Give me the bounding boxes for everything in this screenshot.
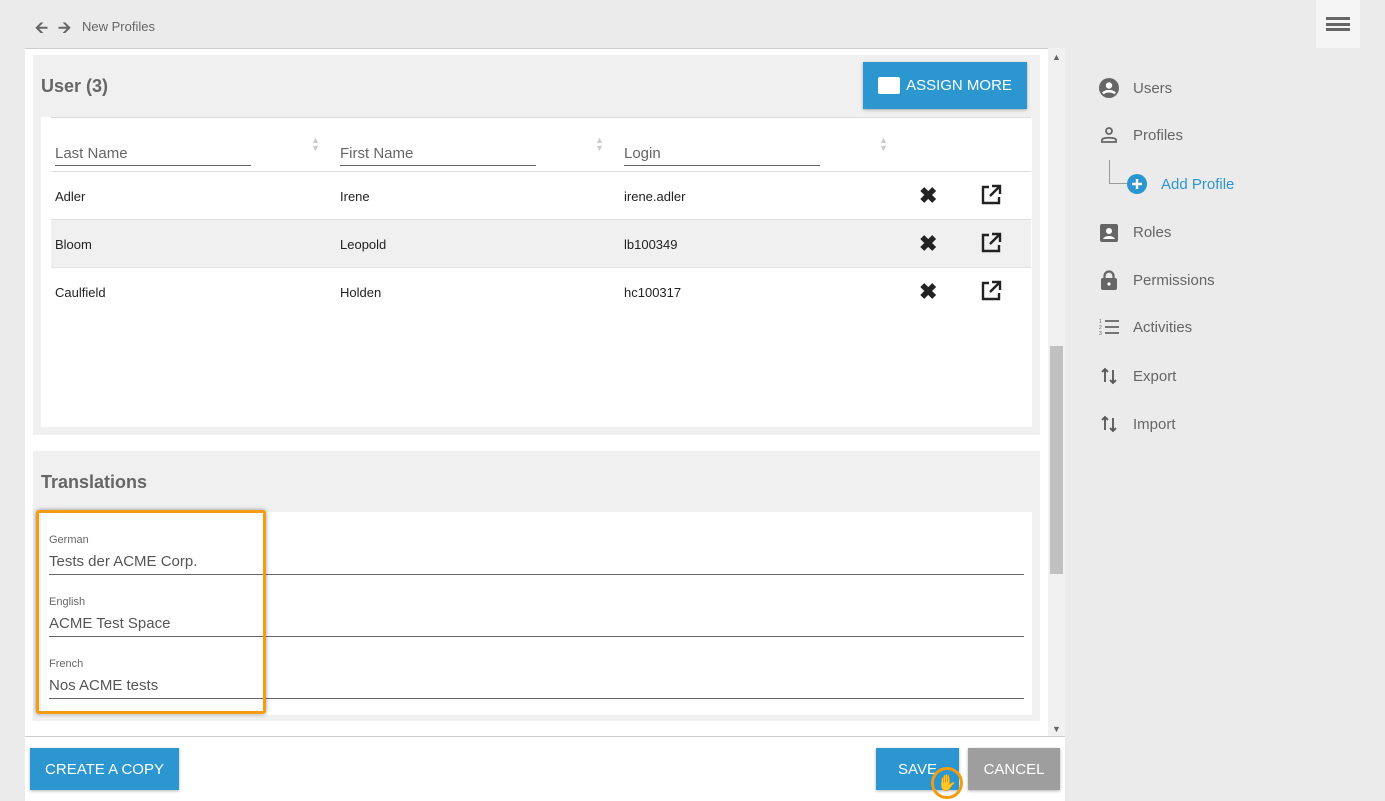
arrow-left-icon[interactable]: 🡨 [35, 20, 48, 37]
sidebar-item-import[interactable]: Import [1098, 414, 1176, 434]
badge-icon [1098, 222, 1120, 242]
german-input[interactable]: Tests der ACME Corp. [49, 553, 1024, 575]
sort-icon[interactable]: ▲ ▼ [595, 135, 604, 153]
translations-title: Translations [41, 472, 148, 492]
scrollbar-thumb[interactable] [1050, 346, 1063, 574]
user-circle-icon [1098, 78, 1120, 98]
users-title: User (3) [41, 76, 109, 96]
swap-vertical-icon [1098, 414, 1120, 434]
table-row: Adler Irene irene.adler ✖ [51, 172, 1031, 220]
tree-connector [1109, 160, 1127, 184]
folder-icon [878, 77, 901, 94]
assign-more-button[interactable]: ASSIGN MORE [863, 62, 1027, 109]
sidebar-item-add-profile[interactable]: Add Profile [1127, 174, 1234, 194]
sidebar-item-profiles[interactable]: Profiles [1098, 126, 1183, 144]
german-label: German [49, 534, 89, 546]
table-row: Caulfield Holden hc100317 ✖ [51, 268, 1031, 316]
swap-vertical-icon [1098, 366, 1120, 386]
table-row: Bloom Leopold lb100349 ✖ [51, 220, 1031, 268]
sort-icon[interactable]: ▲ ▼ [879, 135, 888, 153]
column-first-name[interactable]: First Name [340, 145, 536, 166]
scroll-up-icon[interactable]: ▲ [1052, 52, 1061, 62]
remove-icon[interactable]: ✖ [919, 183, 938, 208]
column-login[interactable]: Login [624, 145, 820, 166]
cancel-button[interactable]: CANCEL [968, 748, 1060, 790]
translations-form [41, 512, 1032, 715]
french-input[interactable]: Nos ACME tests [49, 677, 1024, 699]
hamburger-icon[interactable] [1316, 0, 1360, 48]
cursor-hand-icon: ✋ [931, 767, 963, 799]
table-header [51, 117, 1031, 172]
external-link-icon[interactable] [979, 279, 1003, 306]
create-copy-button[interactable]: CREATE A COPY [30, 748, 179, 790]
sidebar-item-roles[interactable]: Roles [1098, 222, 1171, 242]
plus-circle-icon [1127, 174, 1147, 194]
highlight-box [36, 510, 266, 714]
external-link-icon[interactable] [979, 183, 1003, 210]
svg-text:3: 3 [1099, 331, 1102, 336]
svg-text:2: 2 [1099, 325, 1102, 331]
breadcrumb: New Profiles [82, 19, 155, 34]
svg-text:1: 1 [1099, 319, 1102, 325]
sidebar-item-users[interactable]: Users [1098, 78, 1172, 98]
sidebar-item-export[interactable]: Export [1098, 366, 1176, 386]
column-last-name[interactable]: Last Name [55, 145, 251, 166]
scroll-down-icon[interactable]: ▼ [1052, 724, 1061, 734]
external-link-icon[interactable] [979, 231, 1003, 258]
remove-icon[interactable]: ✖ [919, 231, 938, 256]
users-table [41, 117, 1032, 427]
lock-icon [1098, 270, 1120, 290]
sidebar-item-permissions[interactable]: Permissions [1098, 270, 1215, 290]
person-outline-icon [1098, 126, 1120, 144]
top-bar [0, 0, 1385, 48]
french-label: French [49, 658, 84, 670]
sort-icon[interactable]: ▲ ▼ [311, 135, 320, 153]
sidebar-item-activities[interactable]: 1 2 3 Activities [1098, 318, 1193, 337]
arrow-right-icon[interactable]: 🡪 [58, 20, 71, 37]
english-input[interactable]: ACME Test Space [49, 615, 1024, 637]
english-label: English [49, 596, 86, 608]
remove-icon[interactable]: ✖ [919, 279, 938, 304]
divider [25, 736, 1065, 737]
